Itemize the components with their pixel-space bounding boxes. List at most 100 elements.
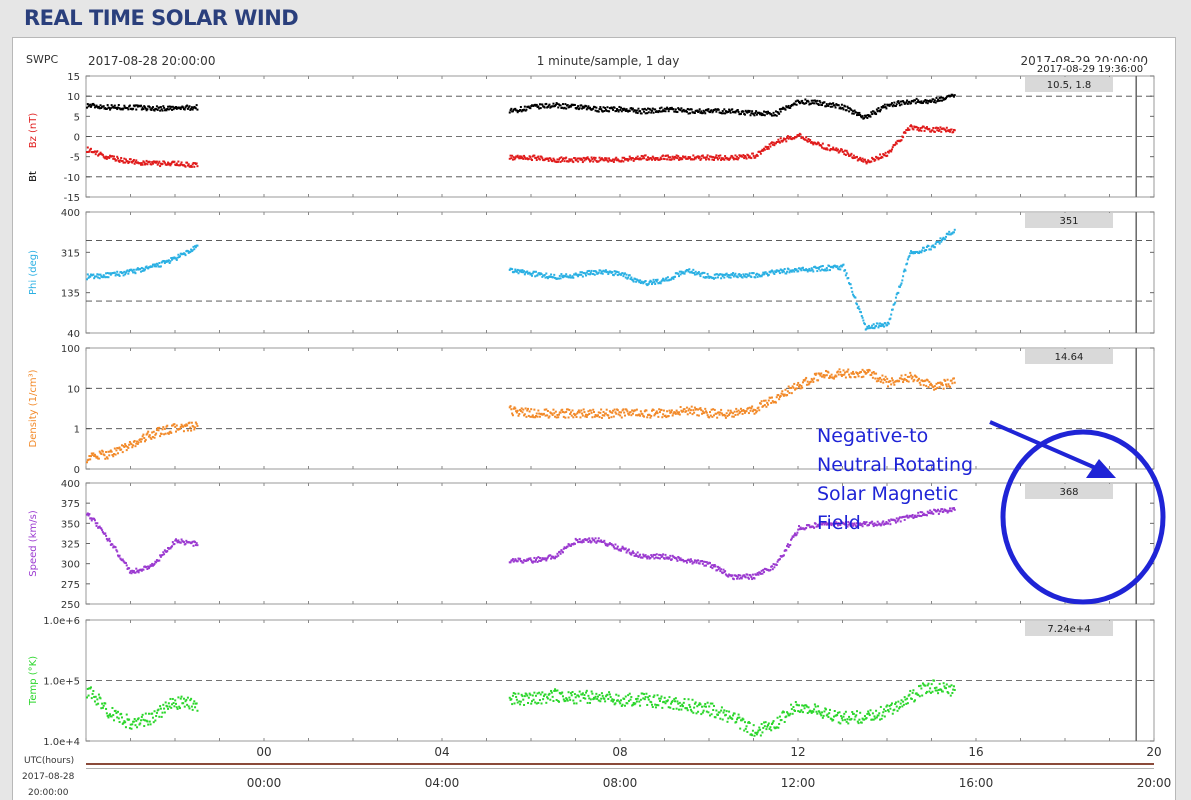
data-point — [892, 104, 895, 107]
data-point — [132, 570, 135, 573]
data-point — [610, 416, 613, 419]
data-point — [777, 726, 780, 729]
data-point — [733, 712, 736, 715]
data-point — [896, 709, 899, 712]
data-point — [652, 111, 655, 114]
data-point — [510, 107, 513, 110]
data-point — [703, 110, 706, 113]
data-point — [678, 701, 681, 704]
data-point — [914, 252, 917, 255]
data-point — [652, 278, 655, 281]
data-point — [538, 103, 541, 106]
data-point — [702, 560, 705, 563]
data-point — [568, 106, 571, 109]
data-point — [910, 697, 913, 700]
data-point — [750, 576, 753, 579]
data-point — [159, 555, 162, 558]
data-point — [948, 230, 951, 233]
data-point — [846, 151, 849, 154]
data-point — [866, 161, 869, 164]
data-point — [720, 709, 723, 712]
title-bar: REAL TIME SOLAR WIND — [0, 0, 1191, 38]
data-point — [793, 382, 796, 385]
data-point — [188, 105, 191, 108]
data-point — [518, 412, 521, 415]
data-point — [627, 694, 630, 697]
data-point — [692, 154, 695, 157]
data-point — [546, 697, 549, 700]
data-point — [140, 163, 143, 166]
data-point — [166, 550, 169, 553]
data-point — [727, 157, 730, 160]
data-point — [169, 547, 172, 550]
data-point — [564, 416, 567, 419]
annotation-text: Field — [817, 512, 861, 534]
data-point — [566, 408, 569, 411]
data-point — [98, 450, 101, 453]
data-point — [953, 129, 956, 132]
data-point — [534, 415, 537, 418]
data-point — [116, 710, 119, 713]
data-point — [112, 455, 115, 458]
data-point — [180, 538, 183, 541]
data-point — [93, 517, 96, 520]
data-point — [105, 707, 108, 710]
data-point — [945, 509, 948, 512]
data-point — [934, 689, 937, 692]
data-point — [194, 544, 197, 547]
data-point — [629, 698, 632, 701]
data-point — [895, 103, 898, 106]
data-point — [726, 720, 729, 723]
data-point — [746, 111, 749, 114]
data-point — [947, 692, 950, 695]
data-point — [873, 327, 876, 330]
data-point — [813, 377, 816, 380]
data-point — [174, 699, 177, 702]
data-point — [546, 556, 549, 559]
data-point — [602, 410, 605, 413]
data-point — [897, 518, 900, 521]
data-point — [696, 414, 699, 417]
data-point — [86, 513, 88, 516]
data-point — [948, 685, 951, 688]
data-point — [650, 158, 653, 161]
data-point — [552, 157, 555, 160]
data-point — [104, 457, 107, 460]
data-point — [709, 414, 712, 417]
data-point — [631, 279, 634, 282]
data-point — [146, 163, 149, 166]
data-point — [646, 158, 649, 161]
data-point — [898, 516, 901, 519]
data-point — [694, 157, 697, 160]
data-point — [937, 98, 940, 101]
data-point — [928, 100, 931, 103]
data-point — [821, 142, 824, 145]
data-point — [637, 555, 640, 558]
data-point — [857, 375, 860, 378]
data-point — [752, 724, 755, 727]
data-point — [833, 375, 836, 378]
data-point — [875, 108, 878, 111]
data-point — [89, 275, 92, 278]
data-point — [645, 409, 648, 412]
data-point — [190, 106, 193, 109]
data-point — [127, 272, 130, 275]
data-point — [671, 554, 674, 557]
data-point — [772, 111, 775, 114]
data-point — [590, 411, 593, 414]
data-point — [144, 719, 147, 722]
data-point — [124, 158, 127, 161]
data-point — [805, 102, 808, 105]
data-point — [568, 276, 571, 279]
data-point — [789, 135, 792, 138]
data-point — [626, 158, 629, 161]
data-point — [845, 109, 848, 112]
data-point — [718, 157, 721, 160]
data-point — [515, 698, 518, 701]
data-point — [124, 443, 127, 446]
data-point — [580, 157, 583, 160]
data-point — [612, 698, 615, 701]
readout-value: 14.64 — [1055, 352, 1084, 363]
data-point — [606, 270, 609, 273]
data-point — [945, 97, 948, 100]
